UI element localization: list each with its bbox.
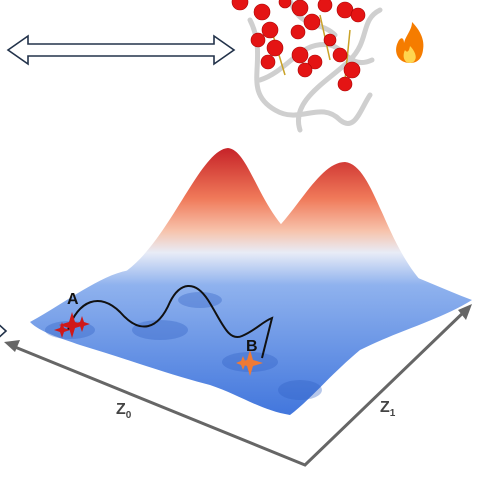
double-arrow [6, 34, 236, 66]
transition-path [67, 285, 274, 359]
axis-label-part: Z [116, 401, 126, 418]
axes [9, 306, 470, 467]
cropped-arrow [0, 324, 8, 338]
axis-arrowheads [4, 304, 472, 352]
stars-b [236, 350, 263, 376]
axis-label-z0: Z0 [116, 401, 132, 421]
energy-surface [30, 148, 472, 415]
stars-a [54, 312, 90, 338]
label-b: B [246, 338, 258, 355]
axis-label-part: Z [380, 399, 390, 416]
label-a: A [67, 291, 79, 308]
flame-icon [396, 22, 424, 63]
protein [231, 0, 383, 133]
axis-label-part: 0 [126, 410, 132, 421]
axis-label-z1: Z1 [380, 399, 396, 419]
axis-label-part: 1 [390, 408, 396, 419]
